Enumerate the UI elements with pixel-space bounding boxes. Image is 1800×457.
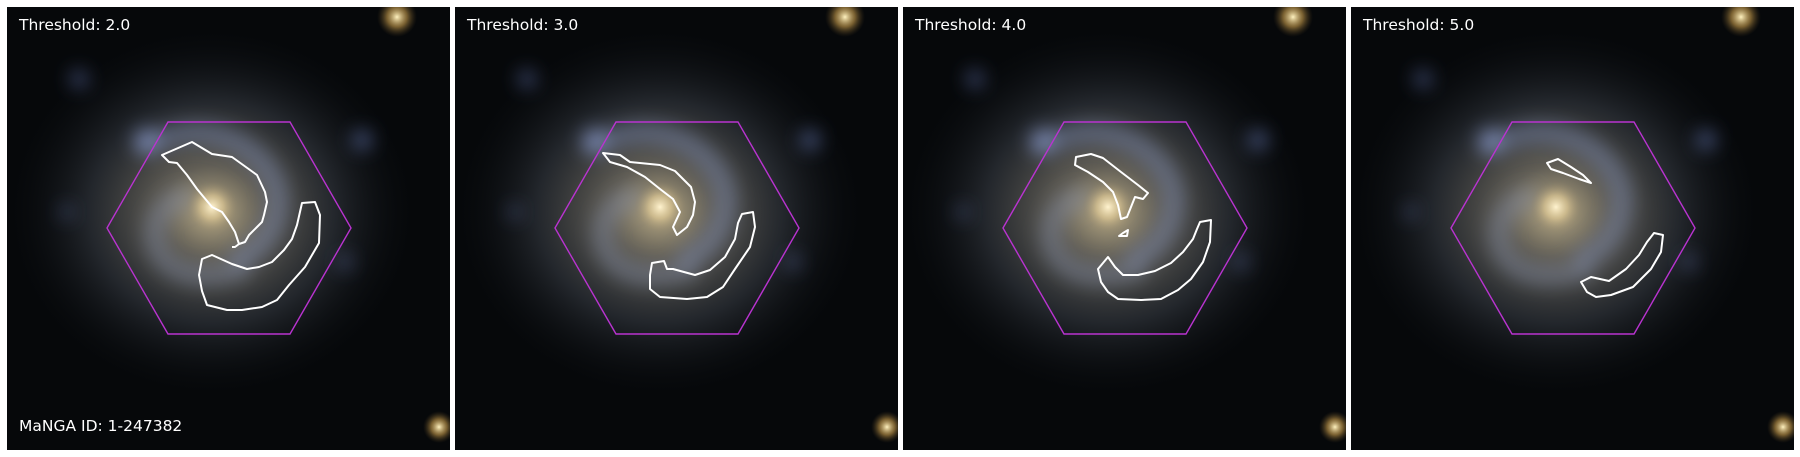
galaxy-image	[903, 7, 1346, 450]
threshold-label-1: Threshold: 2.0	[19, 16, 131, 34]
galaxy-image	[1351, 7, 1794, 450]
contour-outline	[161, 141, 321, 311]
contour-outline	[602, 152, 756, 300]
galaxy-image	[455, 7, 898, 450]
ifu-hexagon	[106, 121, 352, 335]
panel-2: Threshold: 3.0	[455, 7, 898, 450]
manga-id-label: MaNGA ID: 1-247382	[19, 417, 183, 435]
ifu-hexagon	[554, 121, 800, 335]
panel-3: Threshold: 4.0	[903, 7, 1346, 450]
galaxy-image	[7, 7, 450, 450]
threshold-label-3: Threshold: 4.0	[915, 16, 1027, 34]
threshold-label-2: Threshold: 3.0	[467, 16, 579, 34]
contour-outline	[1546, 158, 1664, 298]
contour-outline	[1074, 153, 1212, 301]
panel-1: Threshold: 2.0 MaNGA ID: 1-247382	[7, 7, 450, 450]
ifu-hexagon	[1002, 121, 1248, 335]
ifu-hexagon	[1450, 121, 1696, 335]
threshold-label-4: Threshold: 5.0	[1363, 16, 1475, 34]
panel-4: Threshold: 5.0	[1351, 7, 1794, 450]
